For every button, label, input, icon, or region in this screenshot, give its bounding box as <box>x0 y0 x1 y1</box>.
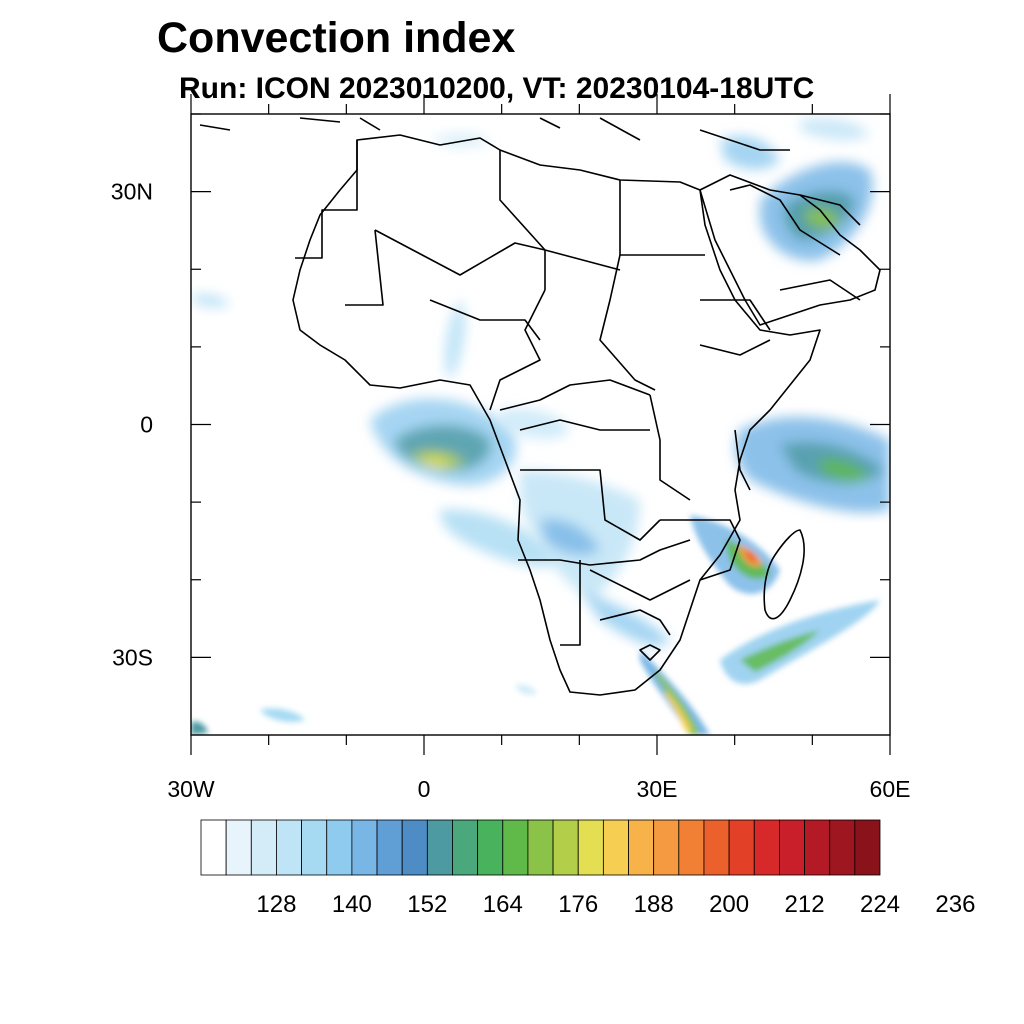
colorbar-swatch <box>250 819 277 876</box>
lat-label: 30S <box>112 644 153 670</box>
colorbar-label: 188 <box>634 891 674 918</box>
colorbar-swatch <box>602 819 629 876</box>
colorbar-swatch <box>301 819 328 876</box>
colorbar-label: 212 <box>785 891 825 918</box>
colorbar-swatch <box>703 819 730 876</box>
colorbar: 128 140 152 164 176 188 200 212 224 236 <box>200 819 975 918</box>
colorbar-swatch <box>351 819 378 876</box>
map-subtitle: Run: ICON 2023010200, VT: 20230104-18UTC <box>179 72 815 105</box>
colorbar-swatch <box>452 819 479 876</box>
colorbar-swatch <box>653 819 680 876</box>
colorbar-label: 152 <box>407 891 447 918</box>
colorbar-swatch <box>225 819 252 876</box>
colorbar-swatch <box>276 819 302 876</box>
lon-label: 60E <box>870 776 911 802</box>
colorbar-swatch <box>326 819 353 876</box>
colorbar-swatch <box>200 819 227 876</box>
colorbar-swatch <box>527 819 554 876</box>
colorbar-label: 224 <box>860 891 900 918</box>
colorbar-label: 236 <box>935 891 975 918</box>
colorbar-swatch <box>804 819 831 876</box>
colorbar-swatch <box>426 819 453 876</box>
colorbar-swatch <box>678 819 705 876</box>
colorbar-swatch <box>577 819 604 876</box>
colorbar-label: 128 <box>256 891 296 918</box>
colorbar-label: 176 <box>558 891 598 918</box>
colorbar-swatch <box>854 819 881 876</box>
lat-label: 0 <box>140 412 153 438</box>
colorbar-swatch <box>502 819 529 876</box>
lon-label: 0 <box>418 776 431 802</box>
colorbar-swatch <box>779 819 805 876</box>
colorbar-swatch <box>401 819 428 876</box>
colorbar-swatch <box>628 819 655 876</box>
colorbar-swatch <box>477 819 504 876</box>
colorbar-swatch <box>552 819 579 876</box>
colorbar-label: 200 <box>709 891 749 918</box>
colorbar-swatch <box>829 819 856 876</box>
colorbar-label: 140 <box>332 891 372 918</box>
colorbar-swatch <box>376 819 403 876</box>
lon-label: 30E <box>637 776 678 802</box>
colorbar-label: 164 <box>483 891 523 918</box>
colorbar-swatch <box>728 819 755 876</box>
lon-label: 30W <box>167 776 215 802</box>
axis-ticks: 30N 0 30S 30W 0 30E 60E <box>111 94 911 802</box>
map-title: Convection index <box>157 14 516 62</box>
colorbar-swatch <box>753 819 780 876</box>
lat-label: 30N <box>111 179 153 205</box>
coastlines-borders <box>199 117 881 696</box>
